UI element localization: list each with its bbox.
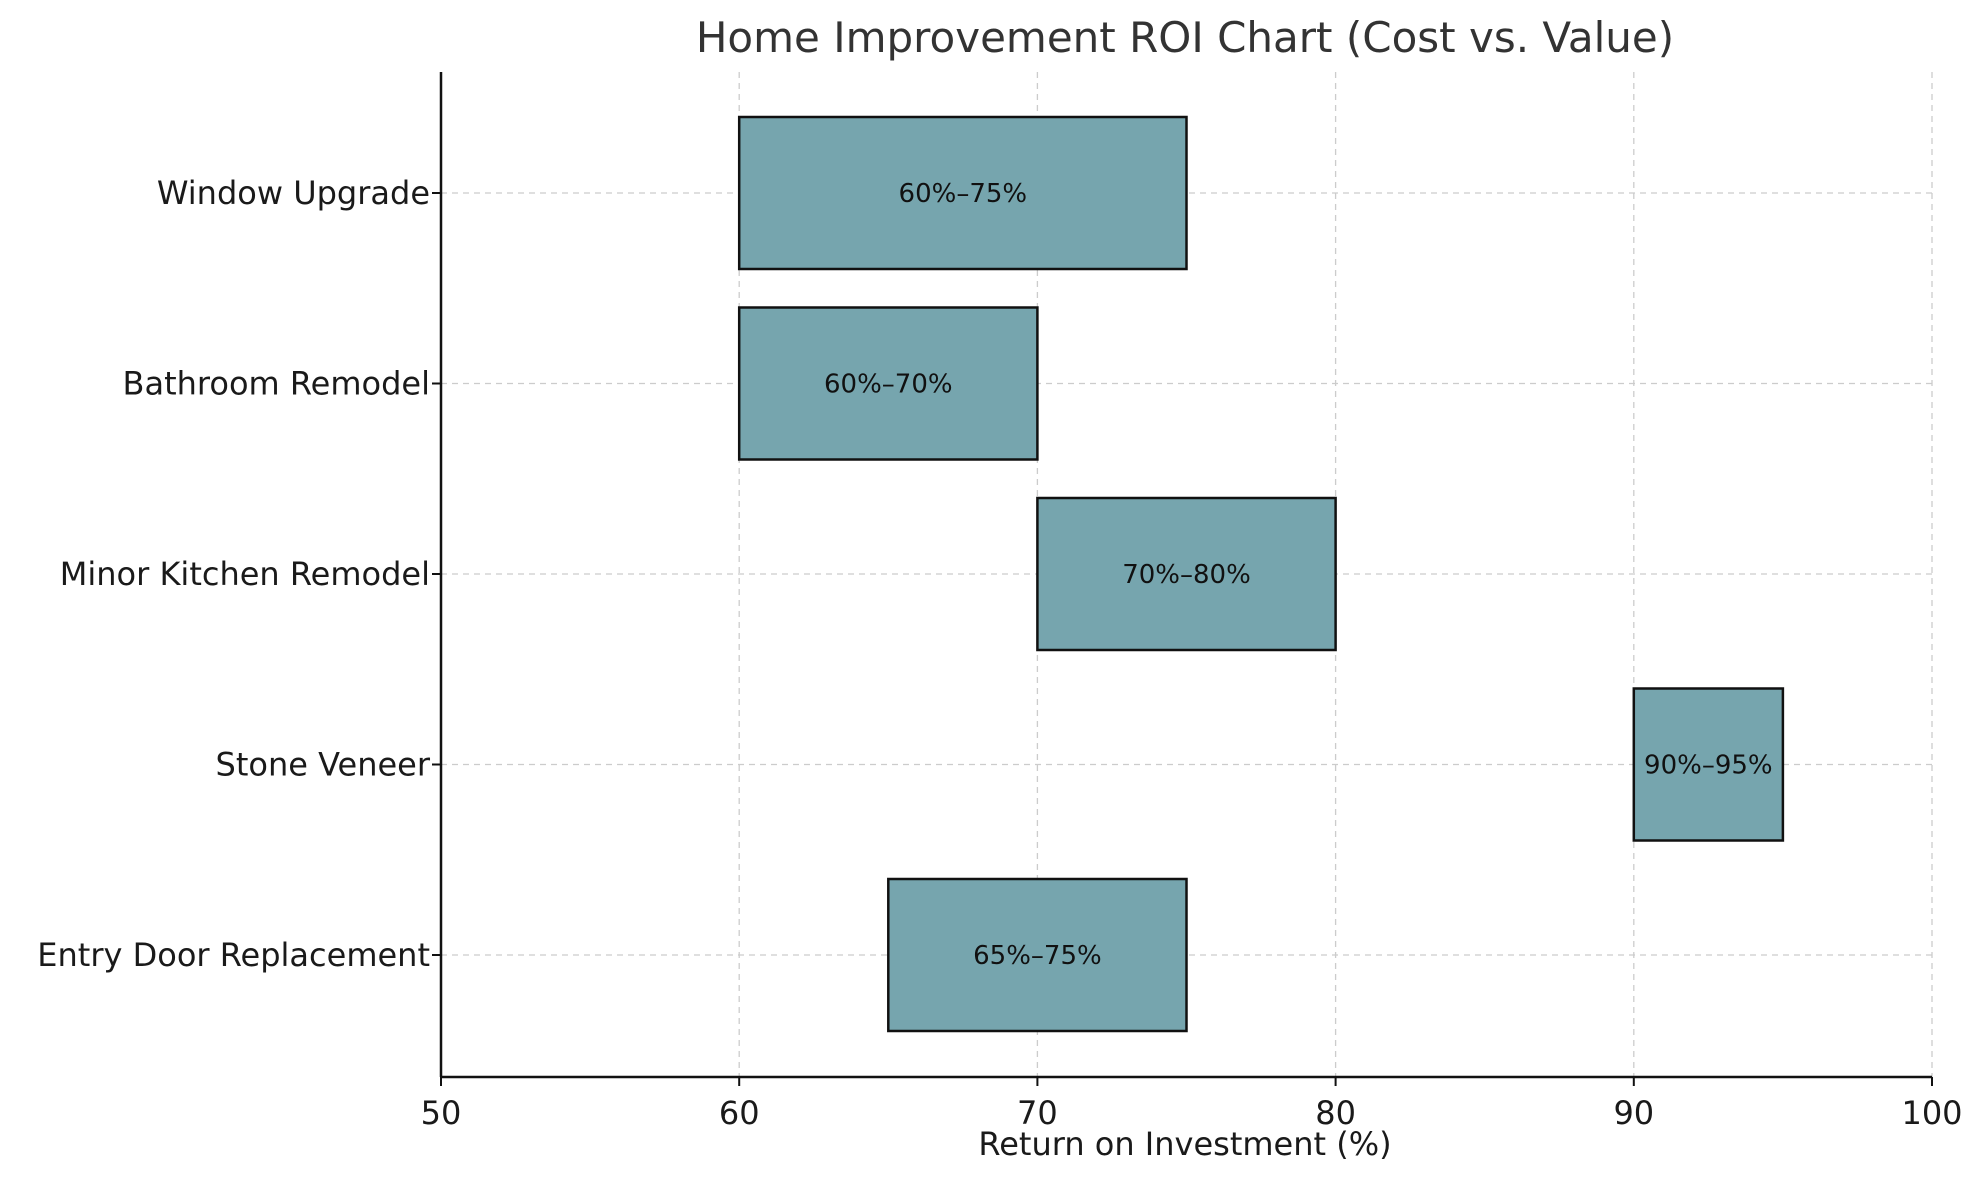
- bar-value-label: 60%–70%: [824, 370, 953, 400]
- ticks-layer: 50 60 70 80 90 100 Window Upgrade Bathroom Remo…: [37, 174, 1962, 1132]
- x-tick-label: 80: [1315, 1094, 1356, 1132]
- range-bar: [737, 306, 1039, 461]
- bar-value-label: 90%–95%: [1644, 751, 1773, 781]
- range-bar: [1036, 496, 1337, 652]
- x-tick-label: 100: [1901, 1094, 1962, 1132]
- y-category-label: Stone Veneer: [216, 746, 431, 784]
- bar-value-label: 70%–80%: [1122, 560, 1251, 590]
- x-tick-label: 70: [1017, 1094, 1058, 1132]
- chart-title: Home Improvement ROI Chart (Cost vs. Val…: [696, 13, 1674, 62]
- x-tick-label: 90: [1613, 1094, 1654, 1132]
- range-bar: [737, 115, 1188, 271]
- y-category-label: Entry Door Replacement: [37, 936, 430, 974]
- bar-value-label: 65%–75%: [973, 941, 1102, 971]
- y-category-label: Bathroom Remodel: [123, 365, 430, 403]
- range-bar: [887, 877, 1188, 1033]
- x-tick-label: 50: [421, 1094, 462, 1132]
- x-axis-label: Return on Investment (%): [978, 1125, 1391, 1163]
- bars-layer: 60%–75% 60%–70% 70%–80% 90%–95% 65%–75%: [737, 115, 1785, 1033]
- x-tick-label: 60: [719, 1094, 760, 1132]
- y-category-label: Window Upgrade: [157, 174, 430, 212]
- range-bar: [1632, 687, 1785, 842]
- y-category-label: Minor Kitchen Remodel: [60, 555, 430, 593]
- bar-value-label: 60%–75%: [899, 179, 1028, 209]
